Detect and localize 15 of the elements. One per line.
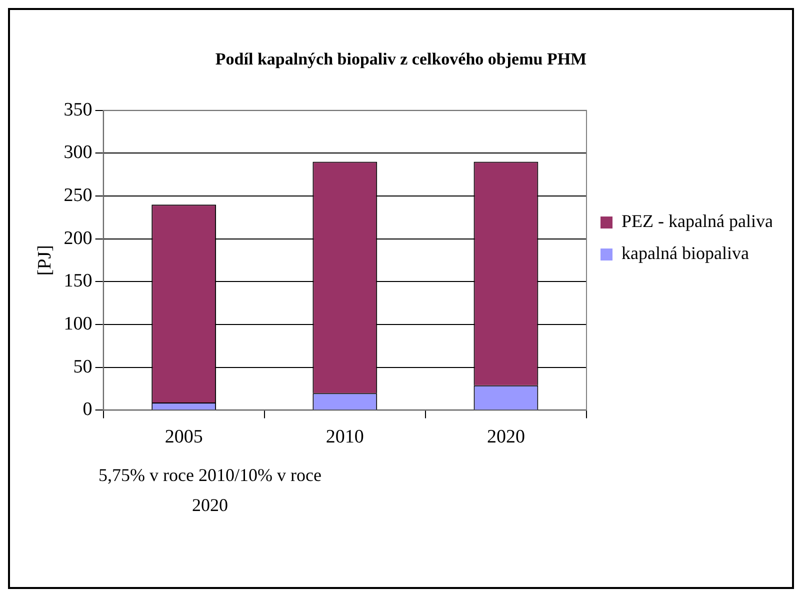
chart-title: Podíl kapalných biopaliv z celkového objemu PHM [215,50,587,69]
x-tick-label: 2020 [486,426,525,448]
text: 5,75% v roce 2010/10% v roce 2020 [98,464,322,517]
x-tick-label: 2010 [326,426,364,448]
y-tick-label: 50 [73,356,92,378]
y-tick-label: 100 [64,314,92,335]
y-tick-label: 200 [64,228,92,249]
y-axis-title: [PJ] [34,244,56,276]
y-tick-label: 250 [64,185,92,206]
y-tick-label: 150 [64,270,92,292]
x-tick-label: 2005 [164,426,203,448]
legend-label: kapalná biopaliva [622,243,749,264]
y-tick-label: 350 [64,99,92,120]
y-tick-label: 300 [64,142,92,164]
y-tick-label: 0 [82,399,92,420]
